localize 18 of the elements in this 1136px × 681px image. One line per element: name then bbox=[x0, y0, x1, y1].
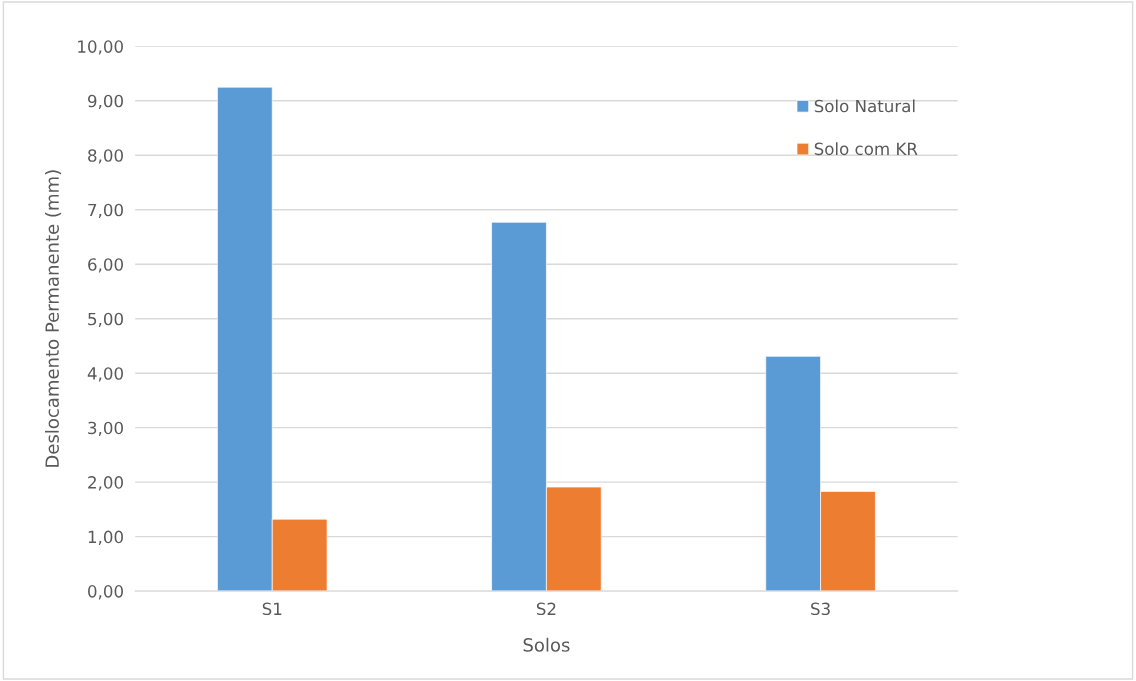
x-tick-label: S3 bbox=[811, 602, 830, 616]
legend-label: Solo com KR bbox=[814, 142, 918, 156]
y-tick-label: 2,00 bbox=[88, 476, 123, 491]
legend-label: Solo Natural bbox=[814, 99, 915, 113]
y-axis-title: Deslocamento Permanente (mm) bbox=[45, 170, 62, 467]
y-tick-label: 3,00 bbox=[88, 421, 123, 436]
y-tick-label: 10,00 bbox=[78, 40, 123, 55]
x-tick-label: S2 bbox=[536, 602, 556, 616]
x-axis-title: Solos bbox=[523, 637, 570, 652]
y-tick-label: 1,00 bbox=[88, 530, 123, 545]
y-tick-label: 4,00 bbox=[87, 367, 123, 382]
x-tick-label: S1 bbox=[262, 602, 282, 616]
y-tick-label: 5,00 bbox=[88, 312, 123, 327]
y-tick-label: 6,00 bbox=[88, 258, 123, 273]
y-tick-label: 8,00 bbox=[88, 149, 123, 164]
y-tick-label: 7,00 bbox=[88, 203, 123, 219]
y-tick-label: 0,00 bbox=[88, 585, 123, 600]
y-tick-label: 9,00 bbox=[88, 94, 123, 110]
